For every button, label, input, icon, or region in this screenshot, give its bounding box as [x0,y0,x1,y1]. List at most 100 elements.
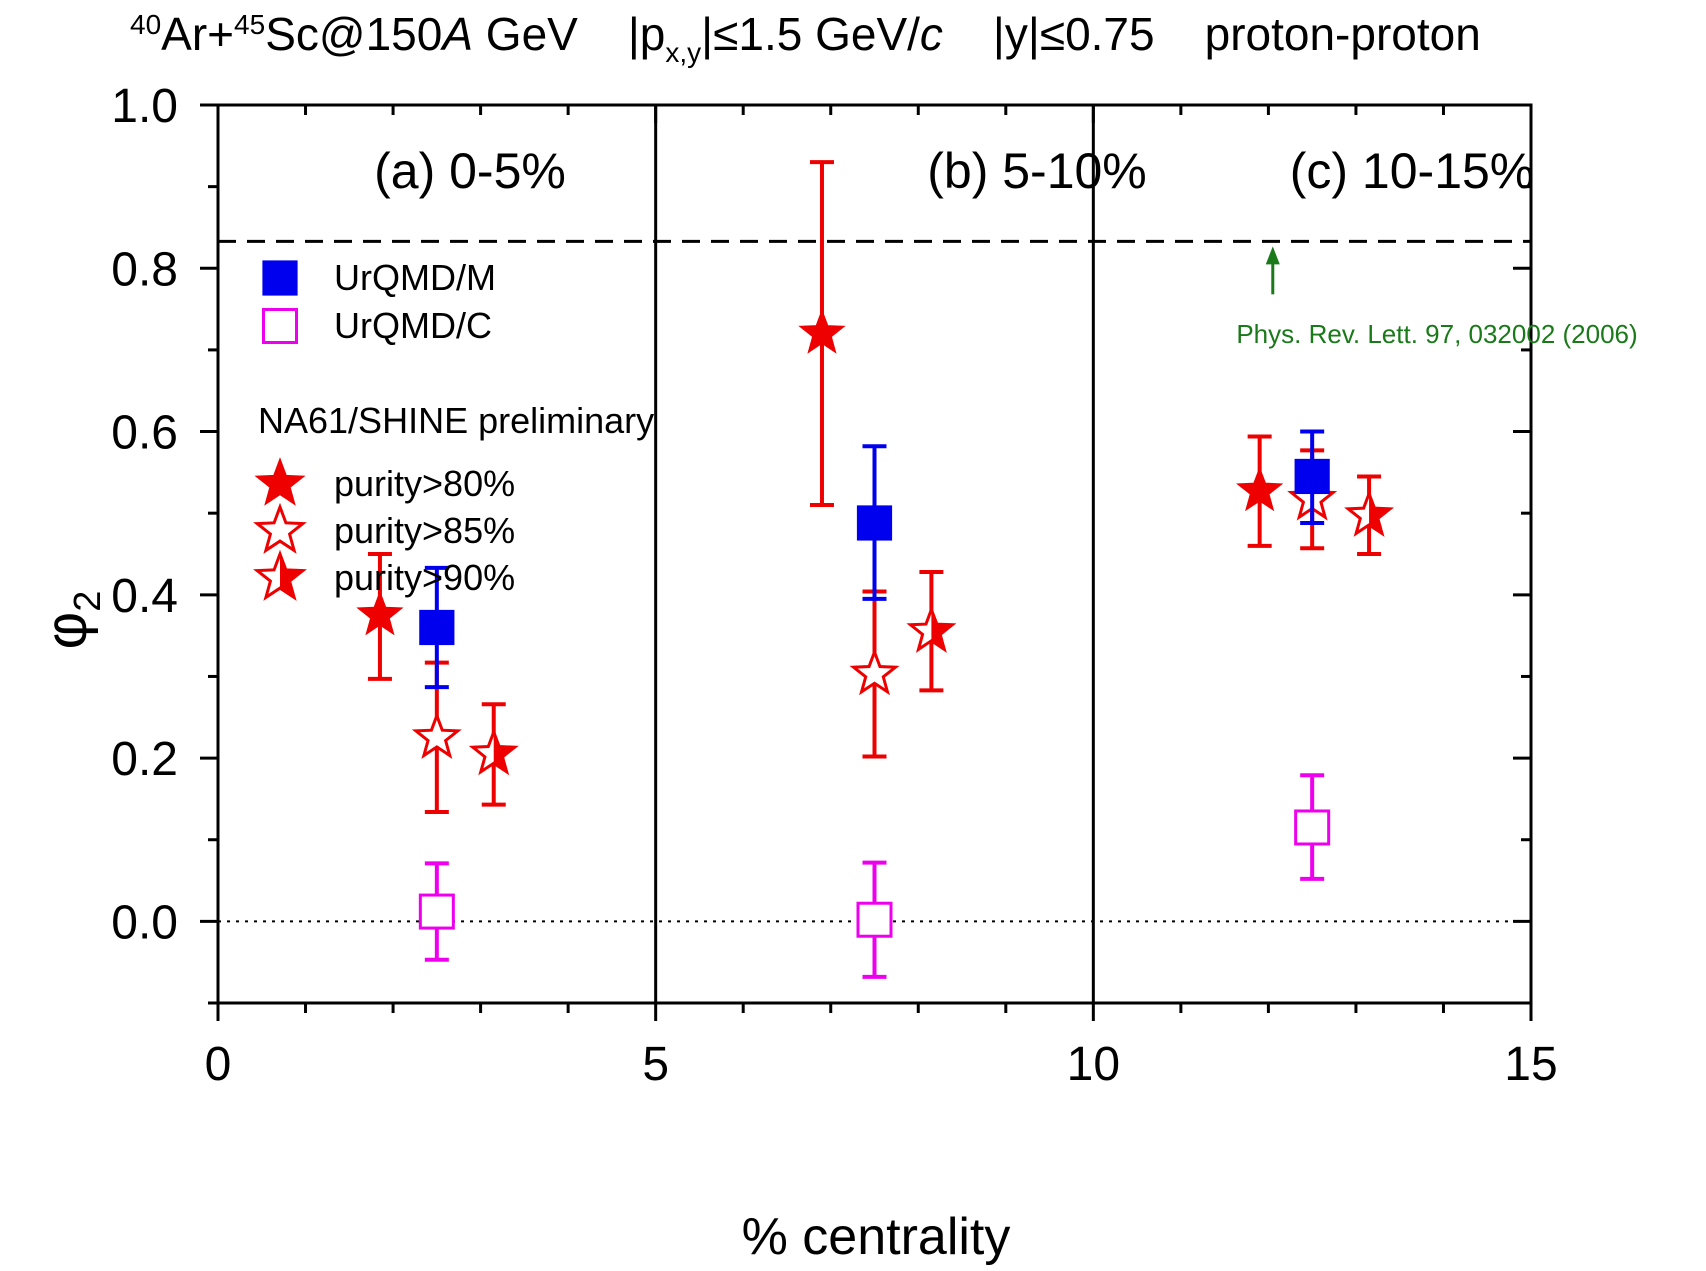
legend-title: NA61/SHINE preliminary [258,400,654,441]
y-axis-label: φ2 [34,591,109,650]
data-point [468,702,519,807]
y-tick-label: 1.0 [111,80,178,133]
data-point [849,589,900,759]
star-filled-marker [1236,466,1284,512]
square-filled-marker [262,260,298,296]
star-shape-left [910,609,932,650]
star-shape-left [257,554,280,598]
data-points [356,160,1395,979]
legend-label: purity>80% [334,463,515,504]
data-point [856,444,893,601]
panel-label: (a) 0-5% [374,143,566,199]
star-shape-left [1348,493,1370,534]
annotation-text: Phys. Rev. Lett. 97, 032002 (2006) [1236,319,1637,349]
series-urqmd-m [419,429,1330,690]
square-open-marker [856,901,893,938]
square-shape [262,308,298,344]
star-shape [798,308,846,354]
title-pair: proton-proton [1205,8,1481,60]
star-open-marker [253,502,307,554]
series-purity-90- [468,474,1395,807]
square-filled-marker [419,609,455,646]
data-point [356,552,404,681]
square-shape [856,901,893,938]
title-p-c: c [920,8,943,60]
data-point [419,565,455,690]
data-point [418,861,455,962]
panel-label: (c) 10-15% [1290,143,1535,199]
data-point [1344,474,1395,556]
x-tick-label: 10 [1067,1038,1120,1091]
star-half-marker [1344,489,1395,537]
star-open-marker [411,711,462,759]
data-point [798,160,846,508]
y-axis-label-main: φ [34,612,99,650]
data-point [1236,434,1284,548]
title-p-open: |p [628,8,666,60]
star-open-marker [849,647,900,696]
y-tick-label: 0.8 [111,243,178,296]
series-purity-80- [356,160,1284,681]
square-shape [419,609,455,646]
star-shape [849,647,900,696]
legend-label: UrQMD/C [334,305,492,346]
square-shape [262,260,298,296]
title-y-cut: |y|≤0.75 [993,8,1155,60]
star-outline [906,605,957,653]
data-point [411,660,462,814]
star-outline [1344,489,1395,537]
square-filled-marker [856,505,893,541]
y-tick-label: 0.0 [111,896,178,949]
axis-ticks: 0 5 10 15 0.0 0.2 0.4 0.6 0.8 1.0 [111,80,1557,1091]
star-shape [1236,466,1284,512]
star-half-marker [906,605,957,653]
title-sup-sc: 45 [234,9,265,40]
star-shape [254,457,306,506]
star-half-marker [468,727,519,776]
square-open-marker [262,308,298,344]
x-axis-label: % centrality [742,1208,1011,1266]
title-ar: Ar+ [161,8,234,60]
data-point [1294,773,1331,881]
title-sup-ar: 40 [130,9,161,40]
title-energy-a: A [439,8,473,60]
star-shape-left [472,732,494,772]
y-tick-label: 0.4 [111,570,178,623]
annotation-arrow-head [1265,246,1280,265]
title-energy-unit: GeV [473,8,578,60]
star-half-marker [253,549,307,601]
star-outline [253,549,307,601]
title-p-sub: x,y [665,37,701,68]
square-filled-marker [1294,458,1330,495]
panel-dividers: (a) 0-5% (b) 5-10% (c) 10-15% [374,105,1534,1003]
data-point [1294,429,1330,525]
square-shape [418,893,455,930]
legend-label: UrQMD/M [334,257,496,298]
x-tick-label: 15 [1504,1038,1557,1091]
y-axis-label-sub: 2 [67,591,109,612]
square-open-marker [418,893,455,930]
star-shape [411,711,462,759]
square-open-marker [1294,809,1331,846]
title-p-rest: |≤1.5 GeV/ [701,8,920,60]
x-tick-label: 5 [642,1038,669,1091]
square-shape [1294,809,1331,846]
plot-frame [216,103,1533,1005]
star-shape [356,590,404,636]
data-point [906,569,957,693]
title-sc: Sc@150 [265,8,442,60]
legend: NA61/SHINE preliminary UrQMD/M UrQMD/C puri… [253,257,654,601]
panel-label: (b) 5-10% [927,143,1147,199]
legend-label: purity>90% [334,557,515,598]
y-tick-label: 0.6 [111,407,178,460]
star-filled-marker [356,590,404,636]
square-shape [856,505,893,541]
x-tick-label: 0 [205,1038,232,1091]
star-outline [468,727,519,776]
star-filled-marker [798,308,846,354]
square-shape [1294,458,1330,495]
chart-title: 40Ar+45Sc@150A GeV |px,y|≤1.5 GeV/c |y|≤0.… [130,8,1481,68]
data-point [856,860,893,979]
star-shape [253,502,307,554]
